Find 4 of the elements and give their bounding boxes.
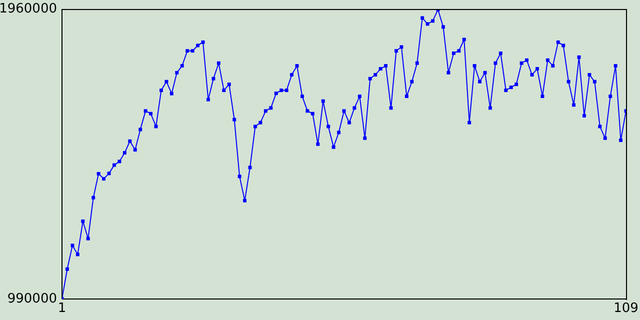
x-tick-label: 109 [614,300,638,316]
y-tick-label: 990000 [7,292,57,306]
x-tick-label: 1 [58,300,66,316]
y-tick-label: 1960000 [0,2,57,16]
